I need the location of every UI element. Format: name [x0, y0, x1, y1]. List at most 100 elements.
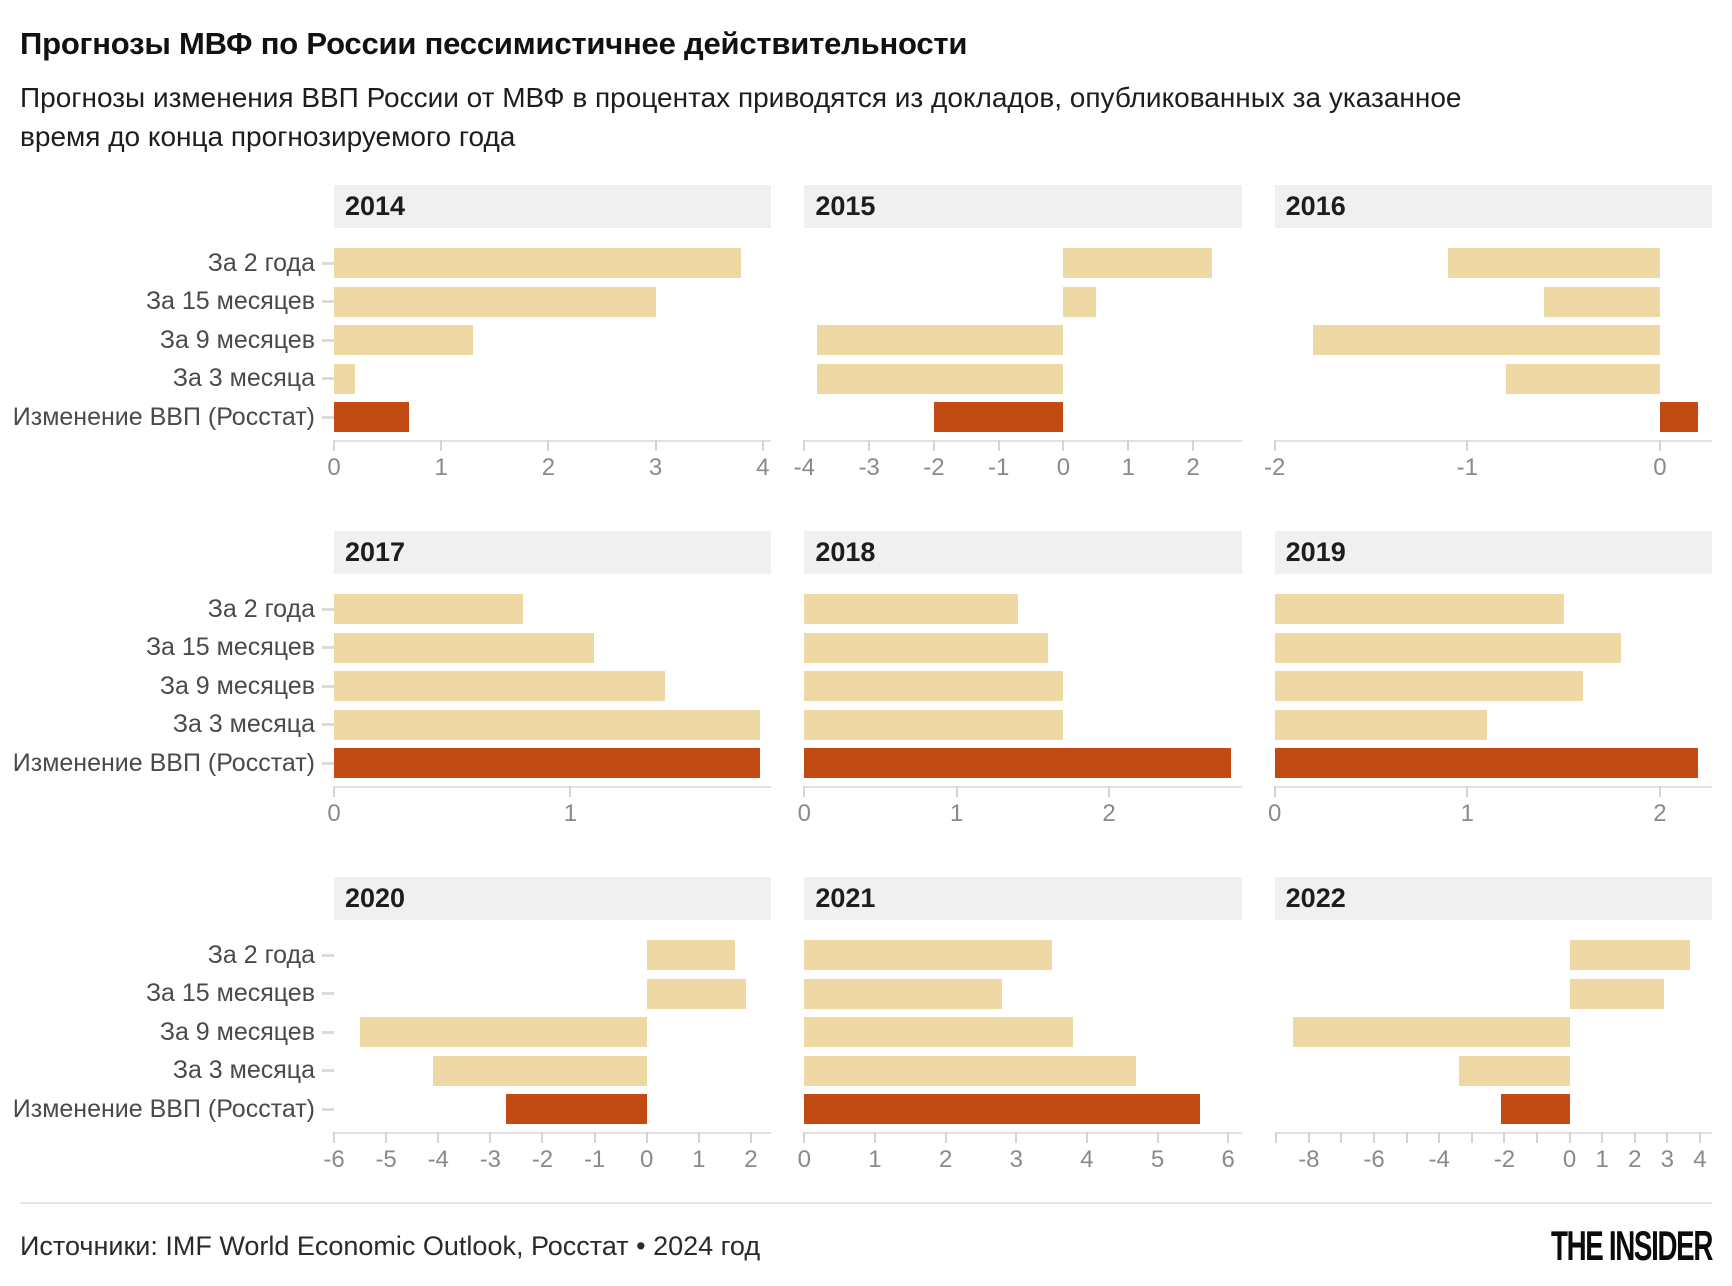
- x-axis: 0 1 2: [798, 786, 1242, 828]
- panel-year-header: 2015: [804, 185, 1242, 228]
- bar-row: [334, 940, 771, 970]
- forecast-bar: [804, 1055, 1137, 1086]
- forecast-bar: [334, 363, 356, 394]
- actual-gdp-bar: [1274, 748, 1699, 778]
- panel-2021: 2021 0 1 2 3 4 5 6: [798, 877, 1242, 1174]
- bar-row: [334, 286, 771, 317]
- the-insider-logo: THE INSIDER: [1550, 1222, 1713, 1269]
- x-tick-label: 0: [1562, 1146, 1577, 1173]
- x-tick-mark: [1307, 1132, 1310, 1143]
- bar-row: [334, 248, 771, 278]
- actual-gdp-bar: [506, 1094, 647, 1124]
- forecast-bar: [804, 594, 1018, 624]
- row-label-forecast-horizon: За 9 месяцев: [159, 1017, 315, 1046]
- row-label-forecast-horizon: За 15 месяцев: [145, 287, 315, 315]
- forecast-bar: [646, 978, 746, 1009]
- y-tick-mark: [322, 723, 334, 726]
- x-tick-label: -2: [531, 1146, 554, 1173]
- bar-row: [334, 632, 771, 663]
- x-tick-mark: [1156, 1132, 1159, 1143]
- x-tick-mark: [1015, 1132, 1018, 1143]
- x-tick-mark: [1466, 440, 1469, 451]
- row-label-forecast-horizon: За 9 месяцев: [159, 325, 315, 354]
- x-tick-mark: [333, 1132, 335, 1143]
- x-axis: -2 -1 0: [1264, 440, 1712, 482]
- bar-row: [1275, 1094, 1712, 1124]
- x-tick-mark: [1192, 440, 1195, 451]
- y-tick-mark: [322, 338, 334, 342]
- x-tick-label: 2: [744, 1146, 758, 1173]
- x-tick-label: -3: [479, 1146, 502, 1173]
- x-tick-mark: [1470, 1132, 1473, 1143]
- x-tick-mark: [1062, 440, 1065, 451]
- x-tick-label: 0: [797, 1146, 812, 1173]
- row-label-forecast-horizon: За 3 месяца: [172, 710, 315, 738]
- forecast-bar: [1458, 1055, 1570, 1086]
- bar-row: [804, 671, 1241, 701]
- bar-row: [804, 325, 1241, 355]
- forecast-bar: [1063, 248, 1213, 278]
- x-tick-mark: [1503, 1132, 1506, 1143]
- x-tick-mark: [1658, 786, 1661, 797]
- chart-row: За 2 года За 15 месяцев За 9 месяцев За 3 м…: [13, 877, 1712, 1174]
- x-tick-mark: [1601, 1132, 1604, 1143]
- x-tick-label: 1: [868, 1146, 882, 1173]
- bar-row: [334, 1017, 771, 1047]
- x-tick-label: 2: [541, 454, 556, 481]
- row-labels: За 2 года За 15 месяцев За 9 месяцев За 3 м…: [13, 531, 334, 828]
- forecast-bar: [433, 1055, 647, 1086]
- x-tick-label: -2: [1493, 1146, 1516, 1173]
- bars-area: [804, 940, 1241, 1124]
- x-tick-label: -2: [923, 454, 945, 481]
- x-axis: -6 -5 -4 -3 -2 -1 0 1 2: [323, 1132, 772, 1174]
- x-axis: -8 -6 -4 -2 0 1 2 3 4: [1274, 1132, 1712, 1174]
- row-label-line: За 15 месяцев: [20, 979, 334, 1009]
- bar-row: [334, 363, 771, 394]
- forecast-bar: [817, 325, 1064, 355]
- x-tick-label: 2: [1186, 454, 1200, 481]
- forecast-bar: [804, 632, 1049, 663]
- panel-year-header: 2014: [334, 185, 772, 228]
- x-tick-label: 6: [1221, 1146, 1235, 1173]
- bar-row: [1275, 248, 1712, 278]
- y-tick-mark: [322, 684, 334, 688]
- panel-year-header: 2019: [1274, 531, 1712, 574]
- forecast-bar: [1569, 978, 1665, 1009]
- row-label-line: За 9 месяцев: [20, 325, 334, 355]
- forecast-bar: [1292, 1017, 1570, 1047]
- x-tick-mark: [440, 440, 443, 451]
- x-tick-mark: [932, 440, 935, 451]
- year-label: 2015: [815, 191, 876, 221]
- x-tick-mark: [1085, 1132, 1088, 1143]
- x-tick-label: -1: [988, 454, 1010, 481]
- bar-row: [1275, 325, 1712, 355]
- bar-row: [804, 402, 1241, 432]
- bars-area: [334, 940, 771, 1124]
- x-tick-mark: [1698, 1132, 1701, 1143]
- x-tick-mark: [1633, 1132, 1636, 1143]
- panel-2020: 2020 -6 -5 -4 -3 -2 -1 0 1 2: [323, 877, 772, 1174]
- x-tick-mark: [1227, 1132, 1230, 1143]
- bar-row: [804, 363, 1241, 394]
- x-axis-line: [334, 1132, 772, 1134]
- x-tick-label: 2: [1653, 800, 1667, 827]
- row-label-line: За 2 года: [20, 594, 334, 624]
- panel-2017: 2017 0 1: [327, 531, 772, 828]
- x-tick-mark: [569, 786, 572, 797]
- y-tick-mark: [322, 1030, 334, 1034]
- panel-2018: 2018 0 1 2: [798, 531, 1242, 828]
- row-label-line: За 3 месяца: [20, 710, 334, 740]
- x-tick-mark: [547, 440, 550, 451]
- bars-area: [1275, 940, 1712, 1124]
- bars-area: [1275, 248, 1712, 432]
- x-tick-mark: [1340, 1132, 1343, 1143]
- panel-year-header: 2017: [334, 531, 772, 574]
- forecast-bar: [334, 632, 595, 663]
- forecast-bar: [334, 594, 524, 624]
- x-tick-mark: [541, 1132, 544, 1143]
- row-label-forecast-horizon: За 15 месяцев: [145, 979, 315, 1007]
- x-tick-label: 0: [1653, 454, 1667, 481]
- forecast-bar: [804, 709, 1064, 740]
